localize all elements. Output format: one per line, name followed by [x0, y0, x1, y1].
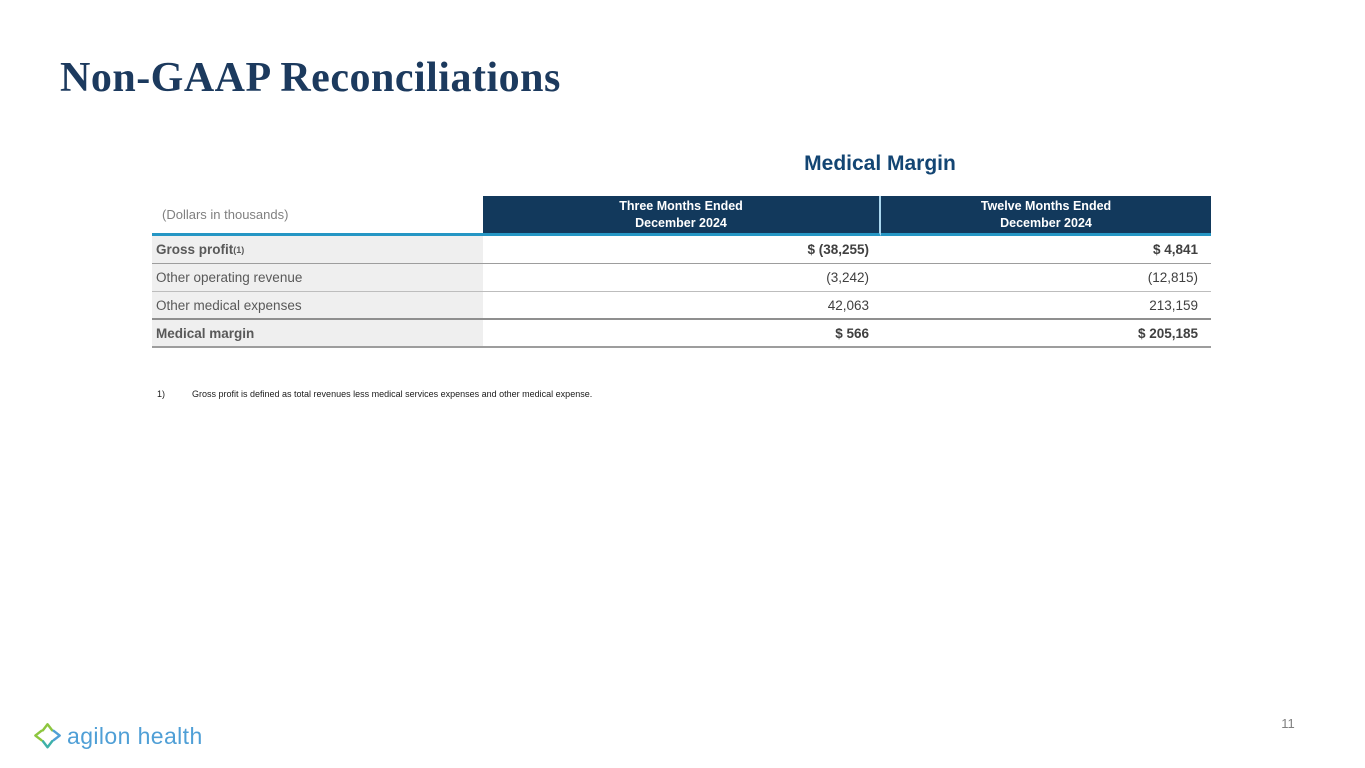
agilon-logo-icon — [33, 720, 63, 752]
company-logo: agilon health — [33, 719, 203, 753]
cell-gross-profit-twelve-months: $ 4,841 — [881, 236, 1211, 264]
cell-gross-profit-three-months: $ (38,255) — [483, 236, 881, 264]
units-note: (Dollars in thousands) — [152, 196, 483, 236]
row-label-other-operating-revenue: Other operating revenue — [152, 264, 483, 292]
page-title: Non-GAAP Reconciliations — [60, 55, 561, 101]
footnote-marker: 1) — [157, 389, 166, 399]
cell-medical-margin-three-months: $ 566 — [483, 320, 881, 348]
column-header-line2: December 2024 — [1000, 215, 1092, 230]
row-label-other-medical-expenses: Other medical expenses — [152, 292, 483, 320]
column-header-twelve-months: Twelve Months Ended December 2024 — [881, 196, 1211, 236]
table-title: Medical Margin — [804, 152, 956, 175]
logo-wordmark: agilon health — [67, 722, 203, 749]
row-label-text: Gross profit — [156, 242, 234, 257]
column-header-line2: December 2024 — [635, 215, 727, 230]
cell-other-medical-expenses-twelve-months: 213,159 — [881, 292, 1211, 320]
column-header-line1: Three Months Ended — [619, 198, 743, 213]
row-label-medical-margin: Medical margin — [152, 320, 483, 348]
cell-medical-margin-twelve-months: $ 205,185 — [881, 320, 1211, 348]
page-number: 11 — [1281, 716, 1295, 731]
cell-other-medical-expenses-three-months: 42,063 — [483, 292, 881, 320]
cell-other-operating-revenue-three-months: (3,242) — [483, 264, 881, 292]
footnote: 1) Gross profit is defined as total reve… — [157, 389, 592, 399]
column-header-line1: Twelve Months Ended — [980, 198, 1112, 213]
column-header-three-months: Three Months Ended December 2024 — [483, 196, 881, 236]
footnote-text: Gross profit is defined as total revenue… — [192, 389, 593, 399]
cell-other-operating-revenue-twelve-months: (12,815) — [881, 264, 1211, 292]
medical-margin-table: (Dollars in thousands) Three Months Ende… — [152, 196, 1211, 348]
row-label-gross-profit: Gross profit (1) — [152, 236, 483, 264]
